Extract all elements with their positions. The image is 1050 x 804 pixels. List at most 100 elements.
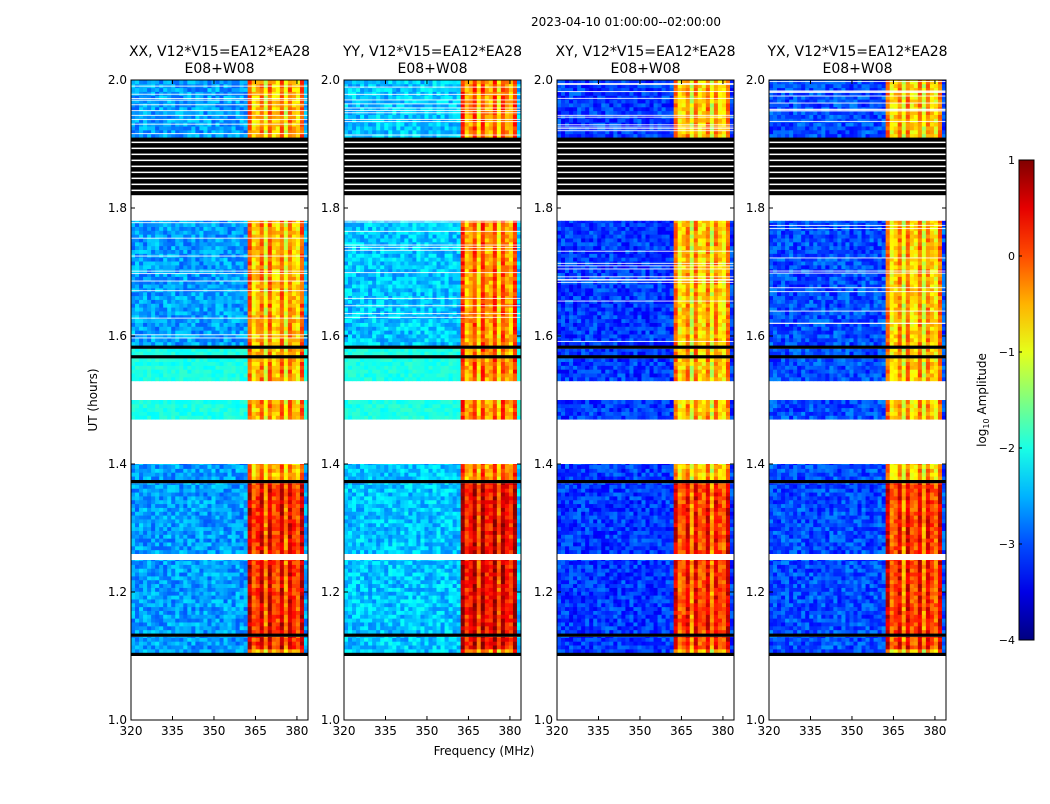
- heatmap-cell: [272, 323, 276, 327]
- heatmap-cell: [256, 126, 260, 130]
- heatmap-cell: [252, 111, 256, 115]
- heatmap-cell: [187, 500, 191, 504]
- heatmap-cell: [268, 464, 272, 465]
- heatmap-cell: [292, 276, 296, 280]
- heatmap-cell: [199, 476, 203, 480]
- heatmap-cell: [199, 595, 203, 599]
- heatmap-cell: [272, 576, 276, 580]
- heatmap-cell: [139, 515, 143, 519]
- heatmap-cell: [228, 412, 232, 416]
- heatmap-cell: [191, 111, 195, 115]
- heatmap-cell: [228, 584, 232, 588]
- heatmap-cell: [228, 580, 232, 584]
- heatmap-cell: [139, 261, 143, 265]
- heatmap-cell: [252, 276, 256, 280]
- heatmap-cell: [268, 584, 272, 588]
- heatmap-cell: [207, 560, 211, 561]
- heatmap-cell: [131, 338, 135, 342]
- heatmap-cell: [147, 118, 151, 122]
- heatmap-cell: [171, 338, 175, 342]
- heatmap-cell: [183, 288, 187, 292]
- heatmap-cell: [151, 342, 155, 346]
- heatmap-cell: [187, 326, 191, 330]
- heatmap-cell: [131, 465, 135, 469]
- heatmap-cell: [171, 534, 175, 538]
- heatmap-cell: [296, 362, 300, 366]
- heatmap-cell: [159, 257, 163, 261]
- heatmap-cell: [179, 483, 183, 485]
- heatmap-cell: [232, 622, 236, 626]
- heatmap-cell: [155, 542, 159, 546]
- heatmap-cell: [280, 607, 284, 611]
- heatmap-cell: [264, 488, 268, 492]
- heatmap-cell: [236, 118, 240, 122]
- heatmap-cell: [151, 319, 155, 323]
- heatmap-cell: [352, 645, 356, 649]
- heatmap-cell: [179, 588, 183, 592]
- heatmap-cell: [143, 645, 147, 649]
- heatmap-cell: [288, 626, 292, 630]
- heatmap-cell: [288, 223, 292, 227]
- heatmap-cell: [264, 515, 268, 519]
- flag-streak: [131, 281, 308, 282]
- heatmap-cell: [256, 641, 260, 645]
- heatmap-cell: [292, 92, 296, 96]
- heatmap-cell: [272, 377, 276, 381]
- heatmap-cell: [248, 595, 252, 599]
- heatmap-cell: [244, 365, 248, 369]
- heatmap-cell: [284, 637, 288, 641]
- heatmap-cell: [147, 307, 151, 311]
- heatmap-cell: [260, 538, 264, 542]
- heatmap-cell: [228, 300, 232, 304]
- heatmap-cell: [284, 614, 288, 618]
- heatmap-cell: [232, 326, 236, 330]
- heatmap-cell: [300, 330, 304, 334]
- heatmap-cell: [272, 276, 276, 280]
- heatmap-cell: [155, 246, 159, 250]
- heatmap-cell: [163, 500, 167, 504]
- heatmap-cell: [252, 326, 256, 330]
- heatmap-cell: [260, 468, 264, 472]
- heatmap-cell: [143, 527, 147, 531]
- heatmap-cell: [288, 362, 292, 366]
- heatmap-cell: [276, 303, 280, 307]
- heatmap-cell: [199, 546, 203, 550]
- heatmap-cell: [211, 415, 215, 419]
- heatmap-cell: [240, 373, 244, 377]
- heatmap-cell: [256, 542, 260, 546]
- heatmap-cell: [360, 645, 364, 649]
- heatmap-cell: [276, 276, 280, 280]
- heatmap-cell: [131, 550, 135, 554]
- heatmap-cell: [179, 568, 183, 572]
- heatmap-cell: [175, 649, 179, 653]
- heatmap-cell: [292, 645, 296, 649]
- heatmap-cell: [292, 111, 296, 115]
- heatmap-cell: [264, 614, 268, 618]
- heatmap-cell: [139, 568, 143, 572]
- heatmap-cell: [175, 319, 179, 323]
- heatmap-cell: [260, 80, 264, 84]
- heatmap-cell: [244, 358, 248, 362]
- heatmap-cell: [276, 488, 280, 492]
- heatmap-cell: [203, 488, 207, 492]
- heatmap-cell: [288, 476, 292, 480]
- heatmap-cell: [171, 408, 175, 412]
- heatmap-cell: [143, 288, 147, 292]
- heatmap-cell: [191, 373, 195, 377]
- heatmap-cell: [280, 408, 284, 412]
- heatmap-cell: [199, 588, 203, 592]
- heatmap-cell: [135, 330, 139, 334]
- heatmap-cell: [232, 483, 236, 485]
- heatmap-cell: [155, 519, 159, 523]
- heatmap-cell: [191, 611, 195, 615]
- heatmap-cell: [159, 472, 163, 476]
- heatmap-cell: [139, 538, 143, 542]
- heatmap-cell: [244, 488, 248, 492]
- heatmap-cell: [300, 614, 304, 618]
- heatmap-cell: [224, 611, 228, 615]
- heatmap-cell: [252, 492, 256, 496]
- heatmap-cell: [163, 561, 167, 565]
- heatmap-cell: [211, 561, 215, 565]
- heatmap-cell: [179, 484, 183, 488]
- heatmap-cell: [195, 561, 199, 565]
